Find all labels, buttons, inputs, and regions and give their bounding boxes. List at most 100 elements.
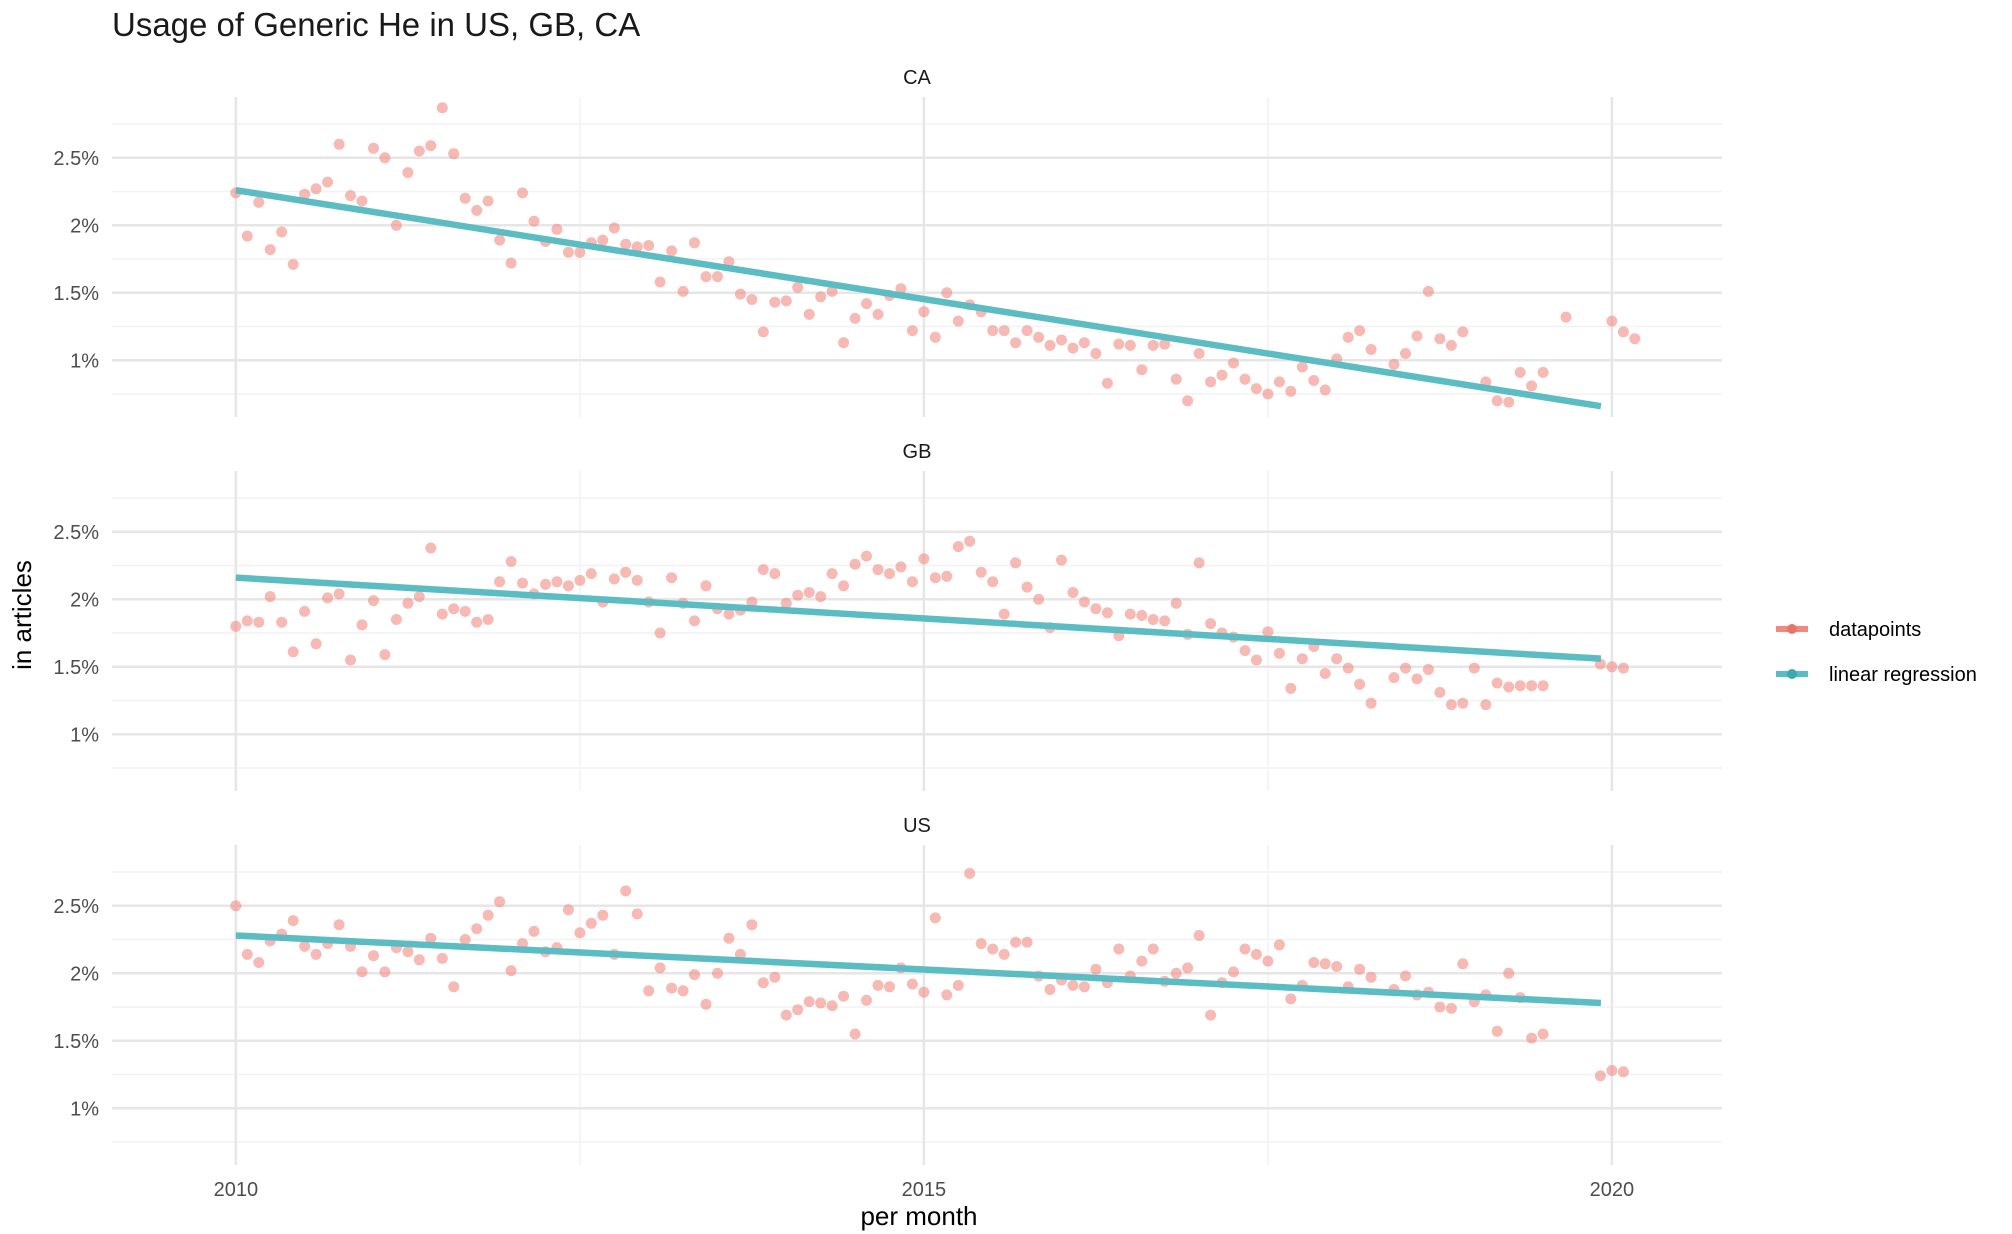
data-point (826, 1000, 838, 1012)
data-point (918, 306, 930, 318)
data-point (379, 649, 391, 661)
data-point (1262, 388, 1274, 400)
data-point (1422, 664, 1434, 675)
data-point (1170, 373, 1182, 385)
data-point (1445, 699, 1457, 711)
data-point (1010, 936, 1022, 948)
data-point (746, 294, 758, 305)
data-point (929, 572, 941, 584)
legend-label-regression: linear regression (1829, 664, 1977, 686)
data-point (1514, 680, 1526, 692)
data-point (1526, 680, 1538, 692)
data-point (1365, 344, 1377, 355)
data-point (413, 954, 425, 966)
data-point (299, 188, 311, 200)
panel-gb: 1% 1.5% 2% 2.5% GB (53, 441, 1722, 791)
data-point (1617, 326, 1629, 338)
data-point (562, 904, 574, 916)
data-point (906, 576, 918, 588)
data-point (562, 246, 574, 258)
data-point (585, 917, 597, 929)
data-point (1400, 348, 1411, 359)
y-tick-label: 1.5% (53, 283, 99, 305)
data-point (368, 142, 379, 154)
data-point (1078, 337, 1090, 349)
data-point (1331, 961, 1343, 972)
data-point (1170, 967, 1182, 979)
data-point (1136, 955, 1148, 967)
data-point (402, 167, 414, 179)
data-point (1296, 653, 1308, 665)
data-point (643, 240, 655, 251)
data-point (1193, 348, 1205, 359)
data-point (425, 932, 437, 944)
data-point (368, 950, 379, 962)
data-point (287, 646, 299, 658)
data-point (884, 568, 895, 580)
data-point (906, 325, 918, 337)
data-point (368, 595, 379, 607)
data-point (1457, 958, 1469, 970)
data-point (1617, 1066, 1629, 1078)
data-point (1228, 966, 1239, 978)
data-point (333, 919, 345, 931)
data-point (723, 608, 735, 620)
data-point (551, 576, 563, 588)
data-point (1296, 361, 1308, 373)
data-point (884, 981, 895, 993)
data-point (1044, 339, 1056, 351)
data-point (780, 1009, 792, 1021)
data-point (780, 597, 792, 609)
data-point (299, 940, 311, 952)
data-point (241, 230, 253, 242)
data-point (1147, 339, 1159, 351)
data-point (895, 561, 907, 573)
data-point (1411, 330, 1423, 342)
data-point (769, 568, 781, 580)
data-point (1250, 948, 1262, 960)
data-point (540, 578, 551, 590)
data-point (998, 608, 1010, 620)
data-point (1250, 383, 1262, 395)
data-point (964, 535, 976, 547)
data-point (746, 919, 758, 931)
data-point (1159, 615, 1171, 627)
data-point (459, 605, 471, 617)
chart-title: Usage of Generic He in US, GB, CA (112, 6, 641, 43)
data-point (1078, 981, 1090, 993)
data-point (792, 281, 804, 293)
data-point (1445, 1002, 1457, 1014)
data-point (276, 226, 288, 238)
data-point (654, 962, 666, 974)
data-point (1239, 645, 1251, 657)
data-point (322, 592, 334, 604)
data-point (1182, 395, 1194, 407)
data-point (849, 558, 861, 570)
data-point (1526, 380, 1538, 392)
data-point (1365, 697, 1377, 709)
data-point (1273, 647, 1285, 659)
data-point (643, 985, 655, 997)
legend: datapoints linear regression (1776, 619, 1977, 686)
data-point (333, 588, 345, 600)
data-point (1033, 331, 1045, 343)
data-point (1594, 1070, 1606, 1082)
data-point (769, 971, 781, 983)
data-point (941, 570, 953, 582)
data-point (1285, 993, 1297, 1005)
data-point (1285, 682, 1297, 694)
data-point (230, 900, 242, 912)
data-point (1044, 984, 1056, 995)
data-point (505, 257, 517, 269)
data-point (941, 989, 953, 1001)
data-point (620, 566, 632, 578)
data-point (517, 187, 528, 199)
data-point (952, 315, 964, 327)
data-point (1354, 325, 1366, 337)
data-point (929, 331, 941, 343)
panel-ca: 1% 1.5% 2% 2.5% CA (53, 67, 1722, 417)
data-point (631, 241, 643, 253)
x-tick-label: 2010 (214, 1179, 259, 1201)
data-point (941, 287, 953, 299)
